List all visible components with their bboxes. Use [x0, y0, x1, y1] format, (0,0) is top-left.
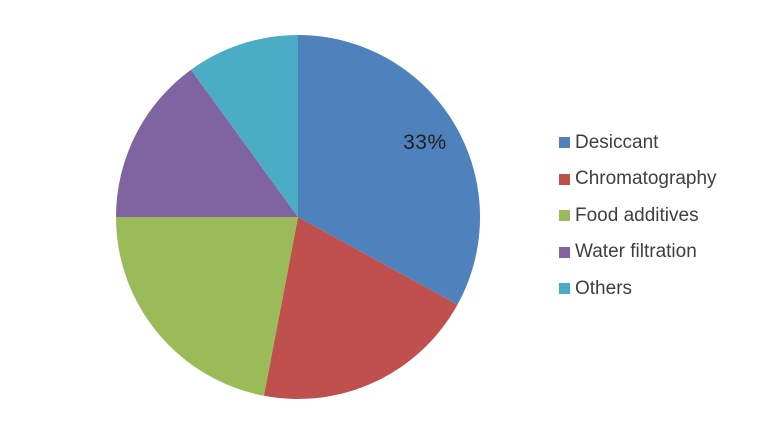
legend-swatch-icon [559, 173, 570, 185]
legend-item-water-filtration: Water filtration [559, 240, 717, 265]
pie-data-label: 33% [403, 131, 447, 154]
legend-swatch-icon [559, 137, 570, 148]
legend-label: Chromatography [575, 168, 717, 189]
legend-item-food-additives: Food additives [559, 203, 717, 228]
legend-swatch-icon [559, 210, 570, 221]
pie-slice-others [191, 35, 298, 217]
legend-item-chromatography: Chromatography [559, 167, 717, 192]
legend: Desiccant Chromatography Food additives … [559, 130, 717, 313]
legend-label: Food additives [575, 204, 699, 226]
legend-swatch-icon [559, 283, 570, 294]
legend-label: Desiccant [575, 131, 659, 153]
legend-label: Others [575, 277, 633, 299]
legend-item-others: Others [559, 276, 717, 301]
pie-slice-water-filtration [116, 69, 298, 217]
legend-label: Water filtration [575, 241, 697, 262]
legend-item-desiccant: Desiccant [559, 130, 717, 155]
pie-slice-food-additives [116, 217, 298, 396]
pie-slice-desiccant [298, 35, 481, 305]
legend-swatch-icon [559, 246, 570, 258]
pie-slice-chromatography [263, 217, 458, 400]
